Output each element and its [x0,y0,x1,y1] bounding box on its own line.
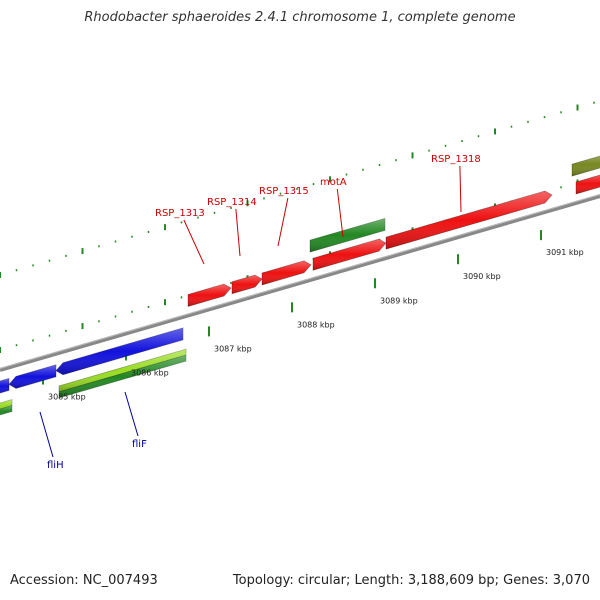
feature-olive-shade [572,155,600,177]
gene-label-reverse: fliH [47,460,64,471]
leader-line-forward [459,165,462,213]
gene-label-forward: RSP_1313 [155,208,205,219]
leader-line-forward [235,208,241,257]
gene-rsp1314-shade [232,275,262,294]
gene-rsp1315-shade [262,260,311,285]
backbone-line [0,194,600,372]
gene-reverse-edge-shade [0,378,9,394]
leader-line-forward [277,197,289,247]
accession-text: Accession: NC_007493 [10,573,158,588]
feature-flif-rna-shade [59,355,186,398]
leader-line-reverse [39,411,54,458]
gene-label-forward: RSP_1314 [207,197,257,208]
gene-label-forward: RSP_1315 [259,186,309,197]
gene-mota-shade [313,239,386,271]
backbone [0,194,600,372]
gene-label-forward: motA [320,177,347,188]
scale-label: 3087 kbp [214,344,252,353]
gene-rsp1313-shade [188,284,231,307]
gene-label-reverse: fliF [132,439,147,450]
leader-line-forward [183,219,205,265]
scale-label: 3089 kbp [380,296,418,305]
label-layer: 3085 kbp 3086 kbp 3087 kbp 3088 kbp 3089 kbp… [39,154,584,471]
feature-track [0,155,600,416]
gene-rsp1318-shade [386,191,552,250]
feature-edge-rna-shade [0,405,12,415]
gene-flih-shade [9,364,56,389]
gene-flif-shade [56,327,183,375]
leader-line-forward [336,188,344,238]
feature-flif-cds-shade [59,349,186,392]
feature-edge-cds-shade [0,399,12,409]
gene-next-shade [576,175,600,194]
genome-stats-text: Topology: circular; Length: 3,188,609 bp… [232,573,590,588]
scale-label: 3085 kbp [48,393,86,402]
scale-label: 3088 kbp [297,320,335,329]
backbone-highlight [0,194,600,369]
scale-label: 3091 kbp [546,248,584,257]
feature-mota-cds-shade [310,218,385,253]
leader-line-reverse [124,391,139,437]
scale-label: 3090 kbp [463,272,501,281]
gene-label-forward: RSP_1318 [431,154,481,165]
map-title: Rhodobacter sphaeroides 2.4.1 chromosome… [84,10,516,25]
scale-label: 3086 kbp [131,368,169,377]
